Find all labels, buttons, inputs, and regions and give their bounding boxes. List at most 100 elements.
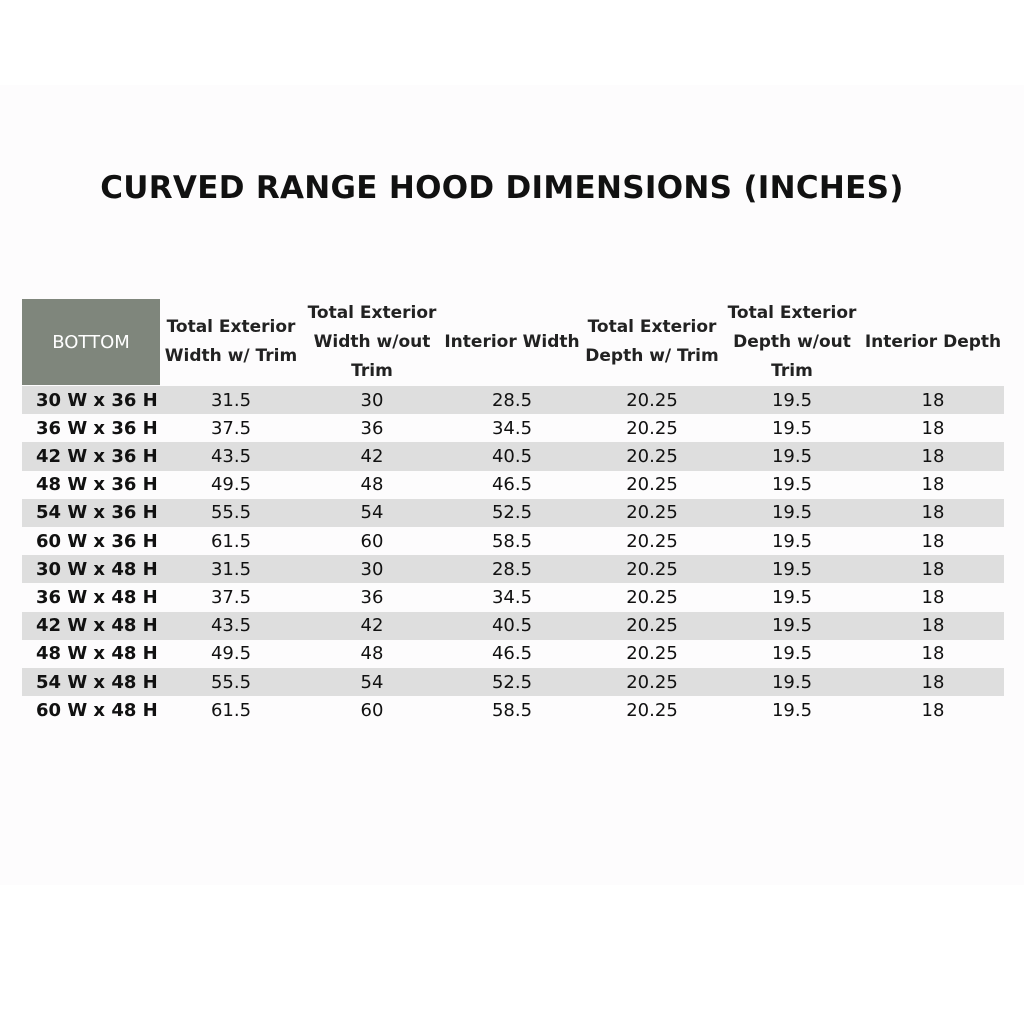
table-row — [22, 555, 1004, 584]
row-label: 48 W x 48 H — [36, 643, 158, 665]
table-cell: 43.5 — [210, 615, 252, 637]
table-cell: 55.5 — [210, 671, 252, 693]
table-cell: 18 — [921, 615, 945, 637]
table-row — [22, 668, 1004, 697]
table-cell: 54 — [360, 671, 384, 693]
table-cell: 19.5 — [771, 558, 813, 580]
row-label: 36 W x 36 H — [36, 417, 158, 439]
table-cell: 54 — [360, 502, 384, 524]
table-cell: 36 — [360, 586, 384, 608]
table-cell: 18 — [921, 586, 945, 608]
table-cell: 46.5 — [491, 474, 533, 496]
column-header: Total Exterior Depth w/ Trim — [585, 317, 719, 366]
table-cell: 31.5 — [210, 558, 252, 580]
table-cell: 20.25 — [626, 615, 678, 637]
table-row — [22, 442, 1004, 471]
table-cell: 61.5 — [210, 530, 252, 552]
table-cell: 19.5 — [771, 699, 813, 721]
table-cell: 55.5 — [210, 502, 252, 524]
row-label: 48 W x 36 H — [36, 474, 158, 496]
table-cell: 19.5 — [771, 530, 813, 552]
table-cell: 19.5 — [771, 586, 813, 608]
table-cell: 30 — [360, 389, 384, 411]
table-row — [22, 498, 1004, 527]
table-cell: 18 — [921, 474, 945, 496]
table-cell: 19.5 — [771, 389, 813, 411]
column-header: Interior Depth — [864, 331, 1002, 352]
title: CURVED RANGE HOOD DIMENSIONS (INCHES) — [100, 170, 904, 206]
table-cell: 36 — [360, 417, 384, 439]
table-cell: 58.5 — [491, 699, 533, 721]
table-cell: 34.5 — [491, 417, 533, 439]
row-label: 54 W x 36 H — [36, 502, 158, 524]
table-cell: 20.25 — [626, 671, 678, 693]
table-cell: 18 — [921, 558, 945, 580]
table-cell: 42 — [360, 615, 384, 637]
table-cell: 37.5 — [210, 417, 252, 439]
table-cell: 61.5 — [210, 699, 252, 721]
table-cell: 46.5 — [491, 643, 533, 665]
table-cell: 20.25 — [626, 643, 678, 665]
table-cell: 52.5 — [491, 671, 533, 693]
table-cell: 19.5 — [771, 671, 813, 693]
table-cell: 28.5 — [491, 389, 533, 411]
table-cell: 19.5 — [771, 643, 813, 665]
column-header: Total Exterior Width w/ Trim — [164, 317, 298, 366]
row-label: 60 W x 48 H — [36, 699, 158, 721]
table-cell: 31.5 — [210, 389, 252, 411]
row-label: 42 W x 36 H — [36, 445, 158, 467]
column-header: BOTTOM — [22, 299, 160, 385]
table-cell: 42 — [360, 445, 384, 467]
table-cell: 40.5 — [491, 615, 533, 637]
table-cell: 18 — [921, 699, 945, 721]
table-cell: 49.5 — [210, 643, 252, 665]
table-cell: 52.5 — [491, 502, 533, 524]
table-cell: 20.25 — [626, 502, 678, 524]
table-cell: 48 — [360, 474, 384, 496]
table-cell: 40.5 — [491, 445, 533, 467]
column-header: Total Exterior Width w/out Trim — [307, 302, 437, 381]
column-header: Total Exterior Depth w/out Trim — [727, 302, 857, 381]
table-cell: 34.5 — [491, 586, 533, 608]
table-cell: 48 — [360, 643, 384, 665]
table-cell: 20.25 — [626, 558, 678, 580]
table-cell: 49.5 — [210, 474, 252, 496]
table-cell: 58.5 — [491, 530, 533, 552]
row-label: 42 W x 48 H — [36, 615, 158, 637]
table-row — [22, 611, 1004, 640]
table-cell: 18 — [921, 502, 945, 524]
table-cell: 18 — [921, 389, 945, 411]
table-cell: 20.25 — [626, 417, 678, 439]
table-cell: 18 — [921, 445, 945, 467]
table-cell: 60 — [360, 699, 384, 721]
table-cell: 20.25 — [626, 699, 678, 721]
row-label: 54 W x 48 H — [36, 671, 158, 693]
column-header: Interior Width — [444, 331, 580, 352]
table-cell: 43.5 — [210, 445, 252, 467]
table-cell: 28.5 — [491, 558, 533, 580]
table-cell: 37.5 — [210, 586, 252, 608]
table-cell: 19.5 — [771, 417, 813, 439]
table-cell: 19.5 — [771, 502, 813, 524]
table-cell: 20.25 — [626, 474, 678, 496]
table-cell: 20.25 — [626, 586, 678, 608]
table-cell: 18 — [921, 417, 945, 439]
table-cell: 30 — [360, 558, 384, 580]
row-label: 36 W x 48 H — [36, 586, 158, 608]
row-label: 30 W x 36 H — [36, 389, 158, 411]
row-label: 60 W x 36 H — [36, 530, 158, 552]
table-cell: 19.5 — [771, 445, 813, 467]
table-cell: 60 — [360, 530, 384, 552]
table-cell: 18 — [921, 671, 945, 693]
table-cell: 18 — [921, 643, 945, 665]
table-cell: 19.5 — [771, 474, 813, 496]
sheet — [0, 85, 1024, 885]
table-cell: 20.25 — [626, 389, 678, 411]
table-cell: 18 — [921, 530, 945, 552]
table-cell: 20.25 — [626, 530, 678, 552]
row-label: 30 W x 48 H — [36, 558, 158, 580]
table-cell: 20.25 — [626, 445, 678, 467]
table-cell: 19.5 — [771, 615, 813, 637]
table-row — [22, 386, 1004, 415]
